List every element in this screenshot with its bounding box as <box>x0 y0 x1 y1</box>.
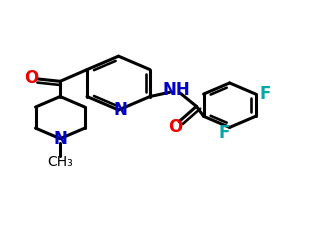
Text: O: O <box>24 69 38 87</box>
Text: CH₃: CH₃ <box>47 155 73 169</box>
Text: NH: NH <box>162 81 190 99</box>
Text: N: N <box>53 130 67 148</box>
Text: O: O <box>168 118 182 136</box>
Text: N: N <box>113 101 127 119</box>
Text: F: F <box>218 124 230 142</box>
Text: F: F <box>259 85 271 103</box>
